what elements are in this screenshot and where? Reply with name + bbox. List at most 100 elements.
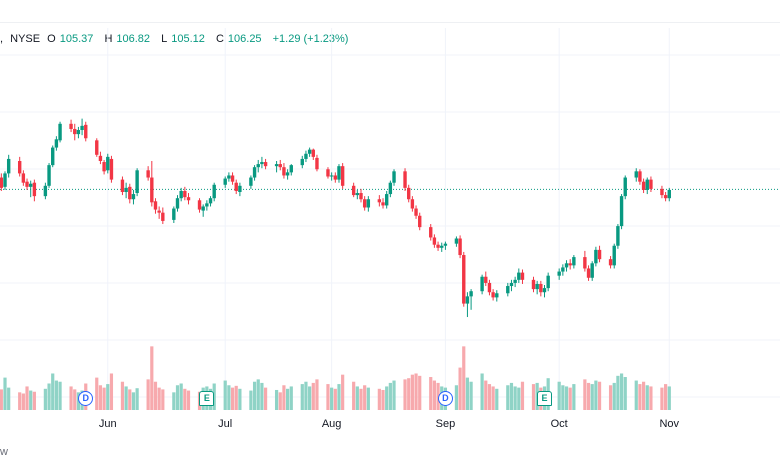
volume-bar (128, 389, 132, 410)
volume-bar (645, 385, 649, 410)
candle-body (333, 175, 338, 180)
candle-body (161, 212, 165, 221)
candle-body (84, 124, 88, 139)
volume-bar (520, 381, 525, 410)
candle-body (289, 165, 293, 173)
candle-body (535, 283, 539, 290)
volume-bar (381, 389, 385, 410)
candle-body (590, 263, 594, 278)
volume-bar (517, 387, 521, 410)
candle-body (146, 170, 150, 178)
volume-bar (491, 386, 495, 410)
volume-bar (161, 389, 165, 410)
candle-body (95, 140, 99, 155)
candle-body (597, 249, 602, 260)
volume-bar (3, 377, 7, 410)
candle-body (491, 292, 495, 298)
volume-bar (429, 377, 433, 410)
candle-body (568, 263, 572, 266)
candle-body (513, 279, 517, 283)
candle-body (157, 210, 161, 213)
dividend-marker-icon[interactable]: D (437, 391, 453, 406)
volume-bar (623, 377, 627, 410)
volume-bar (120, 381, 125, 410)
volume-bar (462, 346, 466, 410)
candle-body (436, 244, 440, 248)
volume-bar (186, 390, 191, 410)
candle-body (517, 272, 521, 280)
volume-bar (274, 389, 279, 410)
candle-body (660, 188, 664, 196)
candle-body (429, 227, 433, 238)
candle-body (73, 128, 77, 135)
candle-body (238, 185, 242, 192)
candle-body (282, 167, 286, 176)
volume-bar (612, 382, 616, 410)
earnings-marker-icon[interactable]: E (199, 391, 215, 406)
candle-body (454, 238, 459, 244)
candle-body (634, 171, 638, 178)
volume-bar (664, 384, 668, 410)
x-tick-label: Oct (550, 418, 568, 430)
candle-body (564, 263, 569, 268)
volume-bar (179, 383, 183, 410)
volume-bar (223, 380, 227, 410)
candle-body (649, 179, 653, 189)
volume-bar (278, 392, 282, 410)
candle-body (179, 190, 183, 199)
volume-bar (388, 382, 392, 410)
candle-body (175, 198, 180, 209)
volume-bar (634, 380, 638, 410)
candle-body (608, 259, 613, 266)
candle-body (531, 279, 536, 290)
earnings-marker-icon[interactable]: E (537, 391, 552, 406)
volume-bar (256, 379, 260, 410)
candle-body (359, 193, 363, 200)
volume-bar (385, 386, 389, 410)
candle-body (616, 226, 620, 246)
candle-body (128, 186, 132, 200)
candle-body (131, 194, 136, 200)
volume-bar (102, 387, 106, 410)
candle-body (150, 177, 154, 203)
candle-body (667, 189, 671, 199)
candle-body (124, 187, 128, 192)
volume-bar (98, 385, 103, 410)
candle-body (366, 199, 371, 208)
volume-bar (32, 391, 36, 410)
legend-separator: , (0, 33, 4, 45)
volume-bar (249, 390, 253, 410)
legend-change: +1.29 (+1.23%) (272, 33, 349, 45)
volume-bar (304, 381, 308, 410)
volume-bar (286, 388, 290, 410)
volume-bar (469, 381, 473, 410)
volume-bar (153, 381, 158, 410)
dividend-marker-icon[interactable]: D (78, 391, 94, 406)
volume-bar (564, 386, 569, 410)
top-toolbar (0, 0, 780, 23)
candle-body (234, 182, 238, 191)
volume-bar (234, 385, 238, 410)
candle-body (80, 125, 84, 130)
volume-bar (308, 386, 312, 410)
candle-body (106, 156, 110, 171)
candle-body (392, 171, 396, 183)
candle-body (355, 193, 360, 196)
volume-bar (333, 388, 337, 410)
candle-body (561, 267, 565, 272)
candle-body (227, 175, 231, 179)
volume-bar (172, 392, 176, 410)
candle-body (76, 130, 81, 135)
candle-body (201, 206, 205, 211)
volume-bar (359, 388, 363, 410)
candle-body (509, 282, 514, 287)
candle-body (311, 149, 315, 157)
volume-bar (649, 386, 653, 410)
volume-bar (495, 388, 499, 410)
volume-bar (619, 373, 624, 410)
volume-bar (106, 384, 110, 410)
volume-bar (263, 387, 268, 410)
candle-body (443, 243, 448, 246)
